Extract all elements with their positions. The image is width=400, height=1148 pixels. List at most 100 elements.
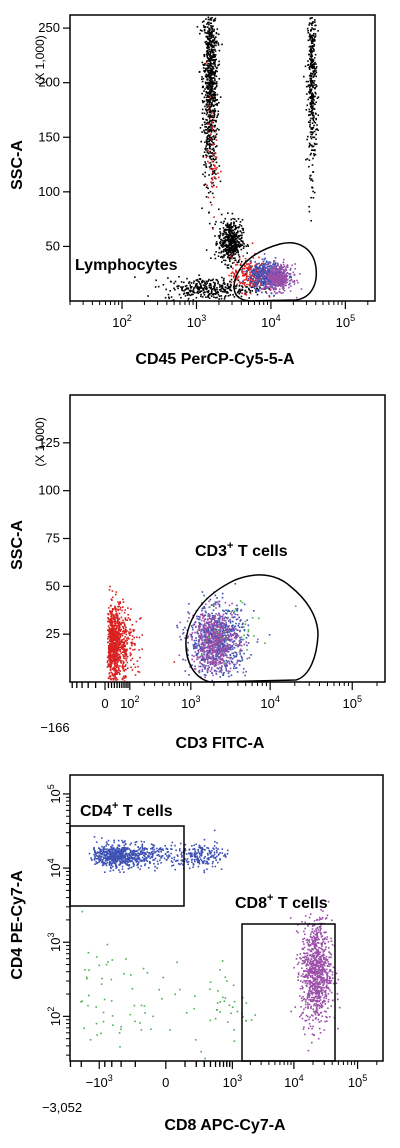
data-point — [123, 643, 125, 645]
data-point — [212, 161, 214, 163]
data-point — [283, 276, 285, 278]
data-point — [126, 660, 128, 662]
data-point — [231, 222, 233, 224]
data-point — [318, 115, 320, 117]
data-point — [183, 293, 185, 295]
data-point — [250, 654, 252, 656]
data-point — [240, 238, 242, 240]
data-point — [213, 120, 215, 122]
data-point — [237, 262, 239, 264]
data-point — [225, 654, 227, 656]
data-point — [125, 628, 127, 630]
data-point — [307, 60, 309, 62]
data-point — [250, 293, 252, 295]
data-point — [110, 667, 112, 669]
data-point — [308, 206, 310, 208]
data-point — [215, 146, 217, 148]
data-point — [312, 42, 314, 44]
data-point — [180, 297, 182, 299]
data-point — [210, 133, 212, 135]
data-point — [205, 163, 207, 165]
data-point — [112, 597, 114, 599]
data-point — [311, 24, 313, 26]
data-point — [312, 191, 314, 193]
data-point — [225, 241, 227, 243]
data-point — [223, 238, 225, 240]
data-point — [194, 642, 196, 644]
data-point — [247, 245, 249, 247]
data-point — [286, 280, 288, 282]
data-point — [309, 54, 311, 56]
data-point — [207, 282, 209, 284]
data-point — [216, 157, 218, 159]
data-point — [314, 62, 316, 64]
data-point — [227, 638, 229, 640]
data-point — [219, 286, 221, 288]
data-point — [204, 97, 206, 99]
data-point — [218, 292, 220, 294]
data-point — [118, 633, 120, 635]
data-point — [216, 133, 218, 135]
data-point — [123, 656, 125, 658]
data-point — [309, 89, 311, 91]
data-point — [239, 630, 241, 632]
data-point — [231, 653, 233, 655]
data-point — [290, 290, 292, 292]
data-point — [317, 30, 319, 32]
data-point — [229, 247, 231, 249]
data-point — [314, 40, 316, 42]
data-point — [225, 612, 227, 614]
data-point — [314, 121, 316, 123]
data-point — [202, 64, 204, 66]
data-point — [239, 231, 241, 233]
data-point — [213, 144, 215, 146]
data-point — [207, 30, 209, 32]
data-point — [214, 282, 216, 284]
data-point — [208, 280, 210, 282]
data-point — [283, 287, 285, 289]
data-point — [314, 149, 316, 151]
data-point — [110, 613, 112, 615]
data-point — [312, 73, 314, 75]
data-point — [234, 229, 236, 231]
data-point — [230, 294, 232, 296]
data-point — [214, 176, 216, 178]
data-point — [308, 24, 310, 26]
data-point — [222, 285, 224, 287]
data-point — [230, 621, 232, 623]
data-point — [225, 668, 227, 670]
data-point — [197, 279, 199, 281]
data-point — [214, 167, 216, 169]
data-point — [139, 671, 141, 673]
data-point — [204, 56, 206, 58]
data-point — [240, 244, 242, 246]
data-point — [222, 287, 224, 289]
data-point — [219, 78, 221, 80]
data-point — [307, 105, 309, 107]
data-point — [205, 154, 207, 156]
data-point — [142, 634, 144, 636]
data-point — [219, 676, 221, 678]
data-point — [262, 267, 264, 269]
data-point — [244, 675, 246, 677]
data-point — [234, 218, 236, 220]
data-point — [252, 273, 254, 275]
data-point — [238, 279, 240, 281]
data-point — [211, 37, 213, 39]
data-point — [215, 602, 217, 604]
data-point — [109, 621, 111, 623]
data-point — [202, 81, 204, 83]
data-point — [308, 64, 310, 66]
data-point — [223, 260, 225, 262]
data-point — [207, 116, 209, 118]
x-tick-label-base: 10 — [336, 315, 350, 330]
data-point — [215, 120, 217, 122]
data-point — [117, 647, 119, 649]
data-point — [269, 286, 271, 288]
data-point — [123, 646, 125, 648]
data-point — [216, 83, 218, 85]
data-point — [214, 114, 216, 116]
data-point — [227, 223, 229, 225]
data-point — [283, 280, 285, 282]
data-point — [237, 264, 239, 266]
